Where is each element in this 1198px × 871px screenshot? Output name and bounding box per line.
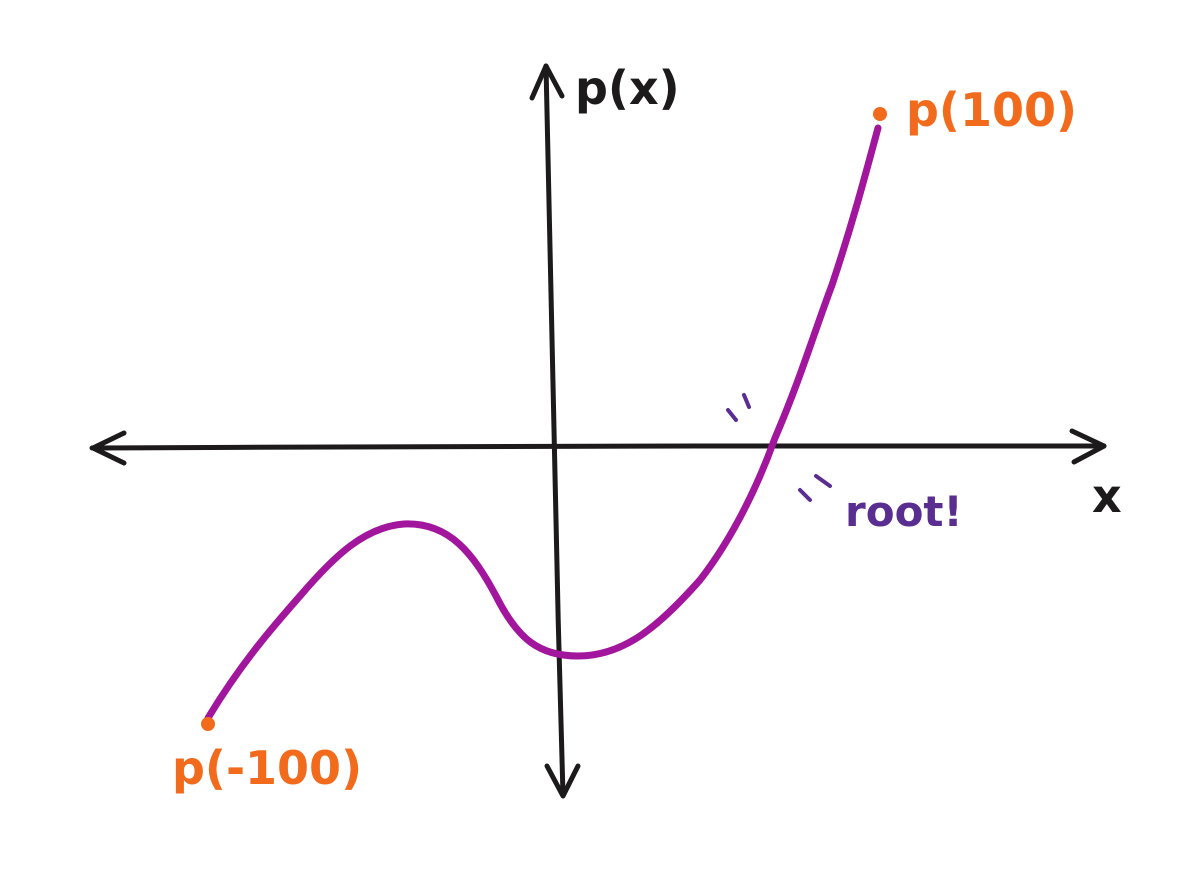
- y-axis-top-arrowhead: [529, 63, 565, 101]
- root-tick-mark: [798, 488, 812, 502]
- y-axis-bottom-arrowhead: [544, 763, 581, 799]
- y-axis-label: p(x): [575, 61, 680, 115]
- x-axis: [89, 428, 1107, 466]
- y-axis-line: [543, 63, 566, 798]
- left-endpoint-label: p(-100): [172, 741, 362, 795]
- right-endpoint-dot: [873, 107, 887, 121]
- polynomial-curve: [204, 124, 882, 722]
- x-axis-left-arrowhead: [90, 430, 127, 466]
- root-tick-mark: [726, 408, 738, 422]
- left-endpoint-dot: [201, 717, 215, 731]
- x-axis-label: x: [1092, 469, 1122, 523]
- root-emphasis-marks: [726, 393, 832, 502]
- root-tick-mark: [742, 393, 751, 409]
- root-tick-mark: [814, 474, 832, 488]
- x-axis-right-arrowhead: [1069, 428, 1107, 465]
- root-annotation: root!: [845, 487, 963, 536]
- right-endpoint-label: p(100): [906, 83, 1077, 137]
- y-axis: [529, 63, 581, 799]
- x-axis-line: [89, 443, 1107, 451]
